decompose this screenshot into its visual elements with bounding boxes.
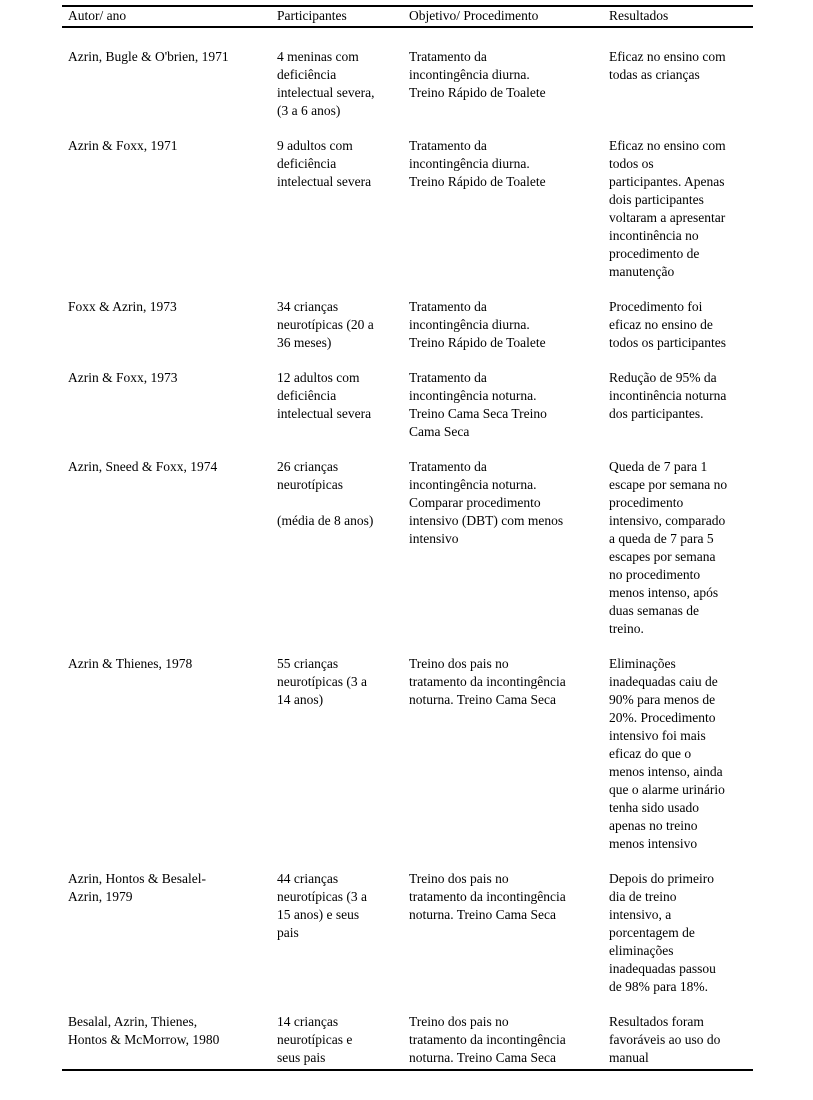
table-row: Besalal, Azrin, Thienes, Hontos & McMorr… [62,1013,753,1070]
table-row: Azrin & Thienes, 1978 55 crianças neurot… [62,655,753,870]
table-row: Azrin & Foxx, 1971 9 adultos com deficiê… [62,137,753,298]
cell-participantes: 55 crianças neurotípicas (3 a 14 anos) [277,656,367,707]
table-body: Azrin, Bugle & O'brien, 1971 4 meninas c… [62,27,753,1070]
cell-autor: Azrin & Foxx, 1971 [68,138,178,153]
column-header-resultados: Resultados [609,8,669,23]
cell-autor: Azrin, Sneed & Foxx, 1974 [68,459,218,474]
table-row: Azrin, Bugle & O'brien, 1971 4 meninas c… [62,27,753,137]
cell-participantes: 34 crianças neurotípicas (20 a 36 meses) [277,299,374,350]
column-header-objetivo-procedimento: Objetivo/ Procedimento [409,8,539,23]
cell-autor: Azrin & Foxx, 1973 [68,370,178,385]
cell-participantes: 44 crianças neurotípicas (3 a 15 anos) e… [277,871,367,940]
table-row: Azrin, Hontos & Besalel- Azrin, 1979 44 … [62,870,753,1013]
studies-summary-table: Autor/ ano Participantes Objetivo/ Proce… [62,5,753,1071]
cell-autor: Besalal, Azrin, Thienes, Hontos & McMorr… [68,1014,220,1047]
cell-autor: Azrin & Thienes, 1978 [68,656,193,671]
cell-resultados: Depois do primeiro dia de treino intensi… [609,871,716,994]
cell-objetivo: Tratamento da incontingência diurna. Tre… [409,49,546,100]
cell-resultados: Redução de 95% da incontinência noturna … [609,370,727,421]
cell-objetivo: Treino dos pais no tratamento da inconti… [409,656,566,707]
cell-participantes: 14 crianças neurotípicas e seus pais [277,1014,353,1065]
cell-resultados: Resultados foram favoráveis ao uso do ma… [609,1014,721,1065]
cell-autor: Azrin, Bugle & O'brien, 1971 [68,49,229,64]
cell-resultados: Procedimento foi eficaz no ensino de tod… [609,299,726,350]
cell-objetivo: Tratamento da incontingência noturna. Co… [409,459,564,546]
table-row: Azrin, Sneed & Foxx, 1974 26 crianças ne… [62,458,753,655]
cell-objetivo: Treino dos pais no tratamento da inconti… [409,1014,566,1065]
cell-participantes: 9 adultos com deficiência intelectual se… [277,138,372,189]
cell-autor: Azrin, Hontos & Besalel- Azrin, 1979 [68,871,206,904]
cell-resultados: Queda de 7 para 1 escape por semana no p… [609,459,728,636]
cell-participantes: 4 meninas com deficiência intelectual se… [277,49,375,118]
table-row: Foxx & Azrin, 1973 34 crianças neurotípi… [62,298,753,369]
cell-objetivo: Tratamento da incontingência diurna. Tre… [409,299,546,350]
cell-objetivo: Tratamento da incontingência diurna. Tre… [409,138,546,189]
cell-participantes: 26 crianças neurotípicas (média de 8 ano… [277,459,374,528]
cell-resultados: Eliminações inadequadas caiu de 90% para… [609,656,725,851]
table-header: Autor/ ano Participantes Objetivo/ Proce… [62,6,753,27]
cell-autor: Foxx & Azrin, 1973 [68,299,177,314]
cell-resultados: Eficaz no ensino com todos os participan… [609,138,726,279]
cell-objetivo: Treino dos pais no tratamento da inconti… [409,871,566,922]
cell-objetivo: Tratamento da incontingência noturna. Tr… [409,370,547,439]
header-row: Autor/ ano Participantes Objetivo/ Proce… [62,6,753,27]
cell-resultados: Eficaz no ensino com todas as crianças [609,49,726,82]
cell-participantes: 12 adultos com deficiência intelectual s… [277,370,372,421]
table-row: Azrin & Foxx, 1973 12 adultos com defici… [62,369,753,458]
column-header-autor-ano: Autor/ ano [68,8,127,23]
column-header-participantes: Participantes [277,8,347,23]
